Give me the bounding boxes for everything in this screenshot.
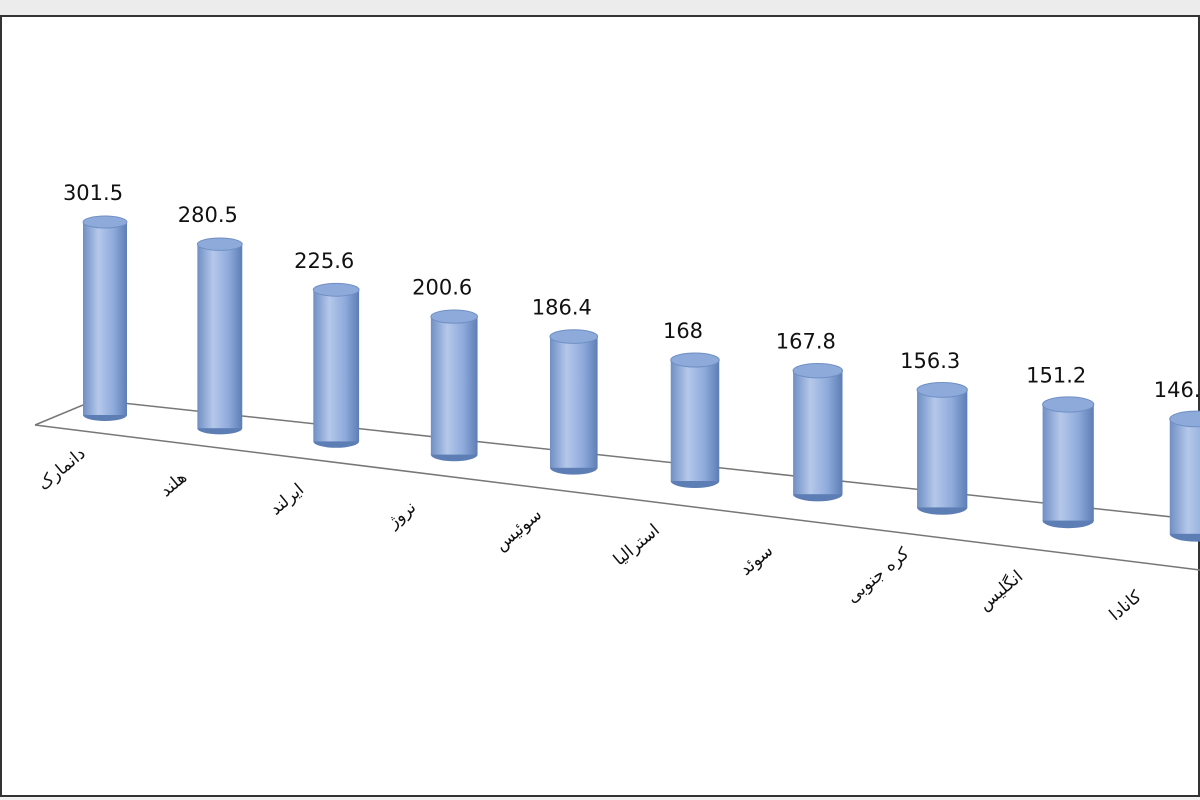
bar-body <box>313 289 360 442</box>
bar-top <box>312 282 360 297</box>
data-label: 167.8 <box>776 330 836 354</box>
bar <box>312 282 360 448</box>
bar-body <box>550 336 598 468</box>
bar-top <box>549 329 599 344</box>
bar-body <box>1169 418 1200 534</box>
bar <box>670 352 720 488</box>
top-band <box>0 0 1200 15</box>
data-label: 156.3 <box>900 349 960 373</box>
bar <box>82 215 128 421</box>
bar-top <box>196 237 243 251</box>
bar-top <box>670 352 720 368</box>
bar-body <box>917 389 968 508</box>
data-label: 146.5 <box>1154 378 1200 402</box>
data-label: 186.4 <box>532 296 592 320</box>
chart-frame <box>0 15 1200 797</box>
bar <box>430 309 479 462</box>
bar-body <box>430 316 478 455</box>
bar <box>196 237 243 435</box>
bar <box>1169 410 1200 542</box>
bar-top <box>1042 396 1095 413</box>
data-label: 200.6 <box>412 276 472 300</box>
bar-top <box>916 381 968 398</box>
data-label: 168 <box>663 319 703 343</box>
bar <box>549 329 599 475</box>
floor-front <box>34 424 1200 571</box>
bar <box>1042 396 1095 529</box>
bar-top <box>430 309 479 324</box>
bar-body <box>793 370 843 495</box>
bar-top <box>82 215 128 229</box>
bar-top <box>1169 410 1200 428</box>
bar-body <box>197 244 243 429</box>
bar-body <box>670 360 720 481</box>
data-label: 301.5 <box>63 181 123 205</box>
bar-body <box>1042 404 1094 521</box>
bar <box>792 362 843 502</box>
data-label: 225.6 <box>294 249 354 273</box>
bar <box>916 381 968 515</box>
bar-top <box>792 362 843 379</box>
bar-body <box>83 222 127 415</box>
data-label: 151.2 <box>1026 363 1086 387</box>
data-label: 280.5 <box>178 203 238 227</box>
